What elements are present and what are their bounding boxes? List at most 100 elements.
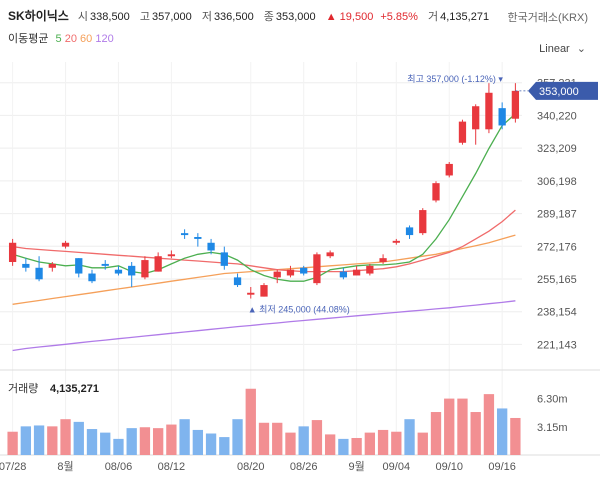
- close-label: 종: [263, 11, 274, 23]
- time-tick-label: 9월: [348, 460, 364, 473]
- candle-body: [339, 271, 348, 278]
- open-value: 338,500: [90, 11, 130, 23]
- candle-body: [273, 271, 281, 278]
- candle-body: [101, 263, 109, 266]
- candle-body: [366, 265, 374, 274]
- volume-bar: [60, 419, 71, 455]
- volume-bar: [7, 431, 18, 455]
- candle-body: [485, 92, 493, 130]
- ma-60-label[interactable]: 60: [80, 33, 93, 45]
- volume-bar: [298, 426, 309, 455]
- volume-bar: [483, 394, 495, 455]
- volume-bar: [139, 427, 151, 455]
- price-tick-label: 238,154: [537, 307, 577, 319]
- volume-bar: [377, 429, 389, 455]
- volume-bar: [258, 422, 270, 455]
- volume-bar: [219, 437, 230, 455]
- volume-pane-value: 4,135,271: [50, 383, 99, 395]
- candle-body: [458, 121, 467, 143]
- change-value: ▲ 19,500: [325, 11, 374, 23]
- time-tick-label: 09/10: [435, 461, 463, 473]
- time-tick-label: 07/28: [0, 461, 26, 473]
- price-tick-label: 340,220: [537, 110, 577, 122]
- candle-body: [207, 242, 215, 251]
- candle-body: [286, 269, 295, 276]
- price-tick-label: 272,176: [537, 241, 577, 253]
- candle-body: [379, 258, 387, 262]
- candle-body: [392, 240, 400, 243]
- candle-body: [300, 267, 308, 274]
- ma-title: 이동평균: [8, 33, 49, 45]
- volume-bar: [205, 433, 217, 455]
- volume-bar: [33, 425, 45, 455]
- volume-bar: [510, 417, 521, 455]
- volume-bar: [272, 422, 283, 455]
- candle-body: [180, 233, 189, 236]
- low-value: 336,500: [213, 11, 254, 23]
- candle-body: [352, 269, 361, 276]
- candle-body: [154, 256, 162, 272]
- volume-bar: [179, 419, 190, 455]
- candle-body: [233, 277, 242, 286]
- candle-body: [48, 263, 56, 268]
- price-tick-label: 221,143: [537, 339, 577, 351]
- volume-bar: [245, 388, 256, 455]
- candle-body: [432, 183, 440, 201]
- candle-body: [75, 258, 83, 274]
- ma-5-label[interactable]: 5: [55, 33, 62, 45]
- volume-tick-label: 6.30m: [537, 394, 568, 406]
- moving-average-legend[interactable]: 이동평균 5 20 60 120: [8, 30, 114, 46]
- candle-body: [114, 269, 123, 274]
- candle-body: [128, 265, 136, 276]
- volume-pane-label: 거래량: [8, 382, 38, 395]
- volume-bar: [311, 420, 323, 455]
- high-annotation: 최고 357,000 (-1.12%) ▾: [407, 74, 503, 84]
- time-tick-label: 08/12: [158, 461, 186, 473]
- change-percent: +5.85%: [380, 11, 418, 23]
- candle-body: [260, 285, 268, 297]
- volume-value: 4,135,271: [440, 11, 490, 23]
- chevron-down-icon: ⌄: [576, 43, 586, 55]
- current-price-tag: [528, 81, 598, 100]
- volume-bar: [20, 426, 32, 455]
- price-tick-label: 255,165: [537, 274, 577, 286]
- volume-bar: [73, 421, 84, 455]
- scale-mode-dropdown[interactable]: Linear ⌄: [539, 42, 586, 55]
- volume-bar: [324, 434, 336, 455]
- volume-bar: [152, 428, 164, 455]
- scale-mode-label: Linear: [539, 43, 570, 55]
- time-tick-label: 8월: [57, 460, 73, 473]
- candle-body: [313, 254, 321, 284]
- volume-bar: [285, 432, 296, 455]
- candle-body: [35, 267, 43, 280]
- volume-bar: [457, 398, 468, 455]
- volume-tick-label: 3.15m: [537, 422, 568, 434]
- price-tick-label: 289,187: [537, 209, 577, 221]
- volume-bar: [430, 412, 442, 455]
- candle-body: [326, 252, 334, 257]
- ma-120-label[interactable]: 120: [95, 33, 114, 45]
- volume-bar: [126, 428, 137, 455]
- volume-bar: [496, 408, 508, 455]
- volume-bar: [113, 438, 124, 455]
- ma-20-line: [12, 209, 516, 273]
- volume-bar: [391, 431, 402, 455]
- volume-bar: [404, 419, 415, 455]
- time-tick-label: 08/26: [290, 461, 318, 473]
- current-price-label: 353,000: [539, 86, 579, 98]
- candle-body: [61, 242, 70, 247]
- volume-bar: [232, 419, 243, 455]
- volume-bar: [338, 438, 349, 455]
- candle-body: [88, 273, 96, 282]
- volume-bar: [47, 426, 58, 455]
- candle-body: [405, 227, 414, 236]
- ma-20-label[interactable]: 20: [64, 33, 77, 45]
- volume-bar: [192, 429, 204, 455]
- volume-bar: [86, 429, 98, 455]
- ma-60-line: [12, 234, 516, 305]
- volume-bar: [470, 412, 481, 455]
- candle-body: [511, 90, 520, 119]
- low-annotation: ▲ 최저 245,000 (44.08%): [248, 305, 350, 315]
- time-tick-label: 08/20: [237, 461, 265, 473]
